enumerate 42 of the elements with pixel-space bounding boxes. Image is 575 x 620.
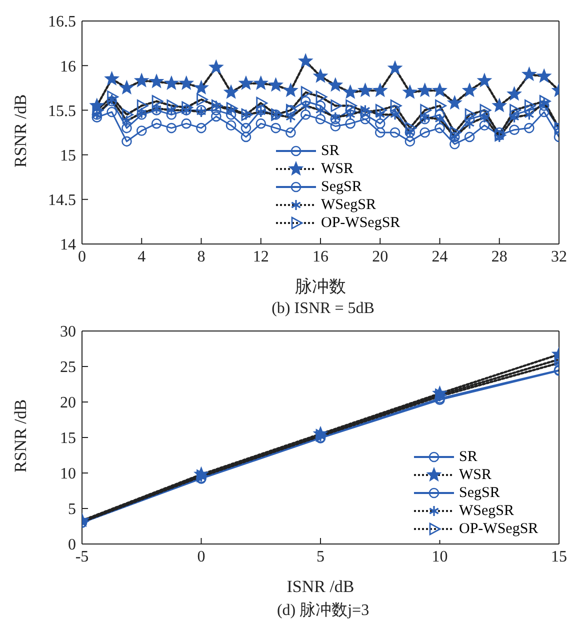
y-tick-label: 14 (60, 236, 76, 254)
y-axis-title: RSNR /dB (11, 399, 30, 472)
x-tick-label: 10 (432, 548, 448, 566)
legend-label: OP-WSegSR (321, 214, 400, 232)
x-tick-label: 32 (551, 248, 567, 266)
x-tick-label: -5 (75, 548, 89, 566)
y-tick-label: 14.5 (48, 192, 76, 210)
legend-label: SR (459, 448, 478, 466)
x-axis-title: 脉冲数 (295, 277, 346, 296)
legend-label: WSegSR (321, 196, 376, 214)
y-tick-label: 20 (60, 394, 76, 412)
legend-label: SegSR (459, 484, 500, 502)
y-tick-label: 25 (60, 359, 76, 376)
x-tick-label: 12 (252, 248, 269, 266)
x-tick-label: 4 (138, 248, 146, 266)
x-tick-label: 28 (491, 248, 508, 266)
x-tick-label: 20 (372, 248, 388, 266)
legend-label: OP-WSegSR (459, 520, 538, 538)
legend-label: WSegSR (459, 502, 514, 520)
y-tick-label: 0 (68, 536, 76, 554)
x-tick-label: 8 (197, 248, 206, 266)
y-tick-label: 16.5 (48, 14, 76, 31)
y-tick-label: 15 (60, 430, 76, 448)
legend-label: WSR (321, 160, 354, 178)
y-tick-label: 15.5 (48, 102, 76, 120)
x-tick-label: 24 (432, 248, 448, 266)
text: (b) ISNR = 5dB (270, 300, 376, 318)
y-tick-label: 16 (60, 58, 76, 76)
y-tick-label: 30 (60, 324, 76, 341)
legend-label: SegSR (321, 178, 362, 196)
y-tick-label: 5 (68, 501, 76, 518)
y-tick-label: 15 (60, 147, 76, 164)
legend-label: SR (321, 142, 340, 160)
x-tick-label: 0 (197, 548, 206, 566)
x-tick-label: 5 (316, 548, 324, 566)
x-tick-label: 15 (551, 548, 567, 566)
legend-label: WSR (459, 466, 492, 484)
text: (d) 脉冲数j=3 (276, 600, 370, 620)
y-axis-title: RSNR /dB (11, 94, 30, 168)
y-tick-label: 10 (60, 466, 76, 483)
x-axis-title: ISNR /dB (286, 577, 354, 596)
x-tick-label: 16 (312, 248, 328, 266)
